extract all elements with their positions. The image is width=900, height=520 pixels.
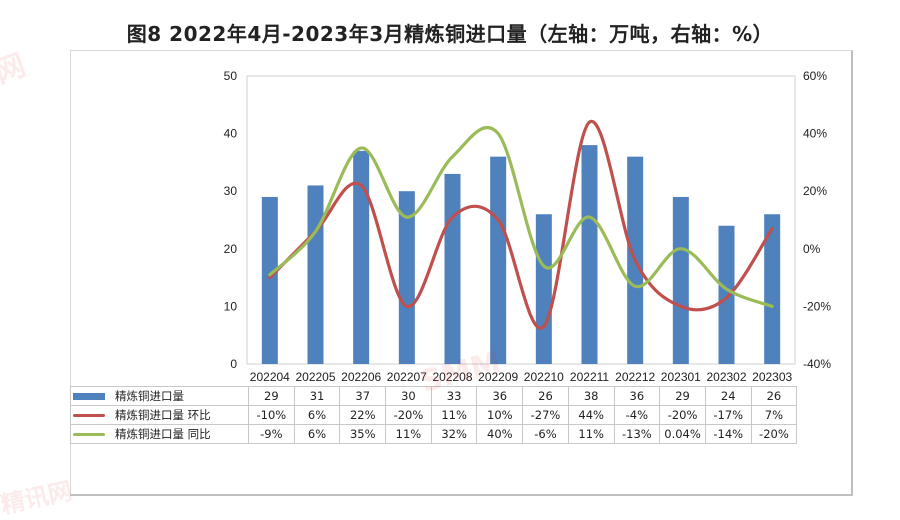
left-axis-tick-label: 20 xyxy=(224,242,238,256)
table-cell: 31 xyxy=(293,386,341,406)
right-axis-tick-label: 60% xyxy=(803,69,827,83)
left-axis-tick-label: 30 xyxy=(224,184,238,198)
table-cell: -6% xyxy=(522,424,569,444)
bar xyxy=(398,191,415,364)
legend-green-line-swatch xyxy=(73,433,105,436)
x-axis-tick-label: 202206 xyxy=(341,370,381,384)
table-cell: 11% xyxy=(567,424,615,444)
right-axis-tick-label: -40% xyxy=(803,357,831,371)
right-axis-tick-label: -20% xyxy=(803,299,831,313)
bar xyxy=(353,150,370,364)
bar xyxy=(444,173,461,364)
x-axis-tick-label: 202302 xyxy=(706,370,746,384)
table-cell: 35% xyxy=(339,424,387,444)
table-cell: -9% xyxy=(248,424,295,444)
table-cell: 10% xyxy=(476,405,524,425)
mom-series-line xyxy=(268,120,774,330)
table-cell: 32% xyxy=(430,424,478,444)
table-cell: 29 xyxy=(659,386,706,406)
chart-title: 图8 2022年4月-2023年3月精炼铜进口量（左轴：万吨，右轴：%） xyxy=(126,22,774,46)
x-axis-tick-label: 202209 xyxy=(478,370,518,384)
table-cell: -27% xyxy=(522,405,569,425)
right-axis-tick-label: 20% xyxy=(803,184,827,198)
x-axis-tick-label: 202301 xyxy=(661,370,701,384)
table-cell: 7% xyxy=(750,405,798,425)
table-cell: 26 xyxy=(522,386,569,406)
table-cell: 33 xyxy=(430,386,478,406)
table-cell: 11% xyxy=(385,424,432,444)
x-axis-tick-label: 202208 xyxy=(432,370,472,384)
x-axis-tick-label: 202303 xyxy=(752,370,792,384)
x-axis-tick-label: 202205 xyxy=(295,370,335,384)
table-cell: 44% xyxy=(567,405,615,425)
bar xyxy=(718,225,735,364)
table-cell: 36 xyxy=(613,386,661,406)
right-axis-tick-label: 40% xyxy=(803,127,827,141)
table-cell: -20% xyxy=(385,405,432,425)
bar xyxy=(307,185,324,364)
bar xyxy=(581,145,598,364)
table-cell: 36 xyxy=(476,386,524,406)
table-cell: 24 xyxy=(704,386,752,406)
legend-volume-label: 精炼铜进口量 xyxy=(115,389,184,403)
table-cell: -4% xyxy=(613,405,661,425)
table-cell: 6% xyxy=(293,405,341,425)
legend-yoy: 精炼铜进口量 同比 xyxy=(70,424,249,444)
plot-area xyxy=(246,75,796,365)
legend-mom-label: 精炼铜进口量 环比 xyxy=(115,408,211,422)
x-axis-tick-label: 202207 xyxy=(387,370,427,384)
bar xyxy=(672,196,689,364)
bar xyxy=(261,196,278,364)
x-axis-tick-label: 202211 xyxy=(570,370,609,384)
chart-plot: 0 10 20 30 40 50 -40% -20% 0% 20% 40% 60% 202204 20… xyxy=(224,69,832,384)
table-cell: -14% xyxy=(704,424,752,444)
x-axis-tick-label: 202212 xyxy=(615,370,655,384)
legend-mom: 精炼铜进口量 环比 xyxy=(70,405,249,425)
left-axis-tick-label: 0 xyxy=(230,357,237,371)
table-cell: 22% xyxy=(339,405,387,425)
bar xyxy=(490,156,507,364)
table-cell: 0.04% xyxy=(659,424,706,444)
chart-frame xyxy=(70,50,853,496)
x-axis-tick-label: 202210 xyxy=(524,370,564,384)
table-cell: 29 xyxy=(248,386,295,406)
bar xyxy=(535,214,552,364)
table-cell: 38 xyxy=(567,386,615,406)
legend-red-line-swatch xyxy=(73,414,105,417)
table-cell: 40% xyxy=(476,424,524,444)
x-axis-tick-label: 202204 xyxy=(250,370,290,384)
table-cell: -20% xyxy=(659,405,706,425)
table-cell: 11% xyxy=(430,405,478,425)
table-cell: -17% xyxy=(704,405,752,425)
table-row-volume: 精炼铜进口量 29 31 37 30 33 36 26 38 36 29 24 … xyxy=(70,386,798,406)
legend-yoy-label: 精炼铜进口量 同比 xyxy=(115,427,211,441)
data-table: 精炼铜进口量 29 31 37 30 33 36 26 38 36 29 24 … xyxy=(70,386,798,444)
table-cell: 26 xyxy=(750,386,798,406)
yoy-series-line xyxy=(268,125,774,308)
table-row-mom: 精炼铜进口量 环比 -10% 6% 22% -20% 11% 10% -27% … xyxy=(70,405,798,425)
right-axis-tick-label: 0% xyxy=(803,242,821,256)
legend-bar-swatch xyxy=(73,393,105,400)
table-cell: 6% xyxy=(293,424,341,444)
left-axis-tick-label: 40 xyxy=(224,127,238,141)
table-cell: -20% xyxy=(750,424,798,444)
table-cell: 37 xyxy=(339,386,387,406)
bar xyxy=(764,214,781,364)
left-axis-tick-label: 10 xyxy=(224,299,238,313)
legend-volume: 精炼铜进口量 xyxy=(70,386,249,406)
table-cell: -13% xyxy=(613,424,661,444)
table-row-yoy: 精炼铜进口量 同比 -9% 6% 35% 11% 32% 40% -6% 11%… xyxy=(70,424,798,444)
table-cell: 30 xyxy=(385,386,432,406)
left-axis-tick-label: 50 xyxy=(224,69,238,83)
table-cell: -10% xyxy=(248,405,295,425)
